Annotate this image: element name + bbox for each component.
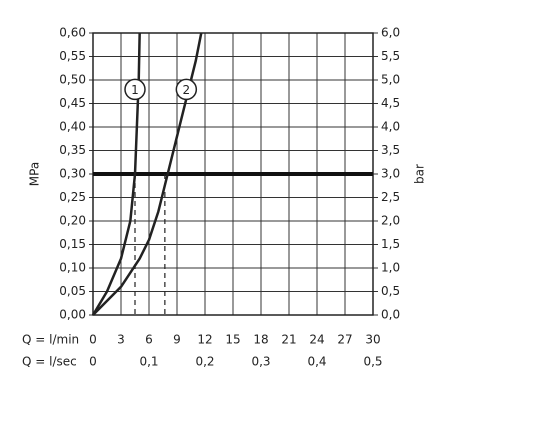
- x2-tick-label: 0,2: [195, 355, 214, 369]
- y2-tick-label: 4,5: [381, 96, 400, 110]
- y-tick-label: 0,30: [59, 167, 86, 181]
- x-tick-label: 18: [253, 333, 268, 347]
- y2-tick-label: 6,0: [381, 26, 400, 40]
- x-tick-label: 15: [225, 333, 240, 347]
- x2-tick-label: 0: [89, 355, 97, 369]
- y-tick-label: 0,60: [59, 26, 86, 40]
- x-tick-label: 24: [309, 333, 324, 347]
- curve-label-circle: [175, 78, 198, 101]
- x-axis-label: Q = l/min: [22, 333, 79, 347]
- y2-tick-label: 1,0: [381, 261, 400, 275]
- y2-tick-label: 0,5: [381, 284, 400, 298]
- x-tick-label: 9: [173, 333, 181, 347]
- y2-tick-label: 5,0: [381, 73, 400, 87]
- y-tick-label: 0,05: [59, 284, 86, 298]
- y2-tick-label: 2,0: [381, 214, 400, 228]
- y-tick-label: 0,45: [59, 96, 86, 110]
- y2-tick-label: 2,5: [381, 190, 400, 204]
- x2-tick-label: 0,1: [139, 355, 158, 369]
- x2-tick-label: 0,4: [307, 355, 326, 369]
- y-tick-label: 0,50: [59, 73, 86, 87]
- x2-axis-label: Q = l/sec: [22, 355, 77, 369]
- x-tick-label: 30: [365, 333, 380, 347]
- x-tick-label: 27: [337, 333, 352, 347]
- y2-tick-label: 3,5: [381, 143, 400, 157]
- y2-axis-label: bar: [413, 164, 427, 184]
- y2-tick-label: 4,0: [381, 120, 400, 134]
- x-tick-label: 12: [197, 333, 212, 347]
- x-tick-label: 6: [145, 333, 153, 347]
- x2-tick-label: 0,5: [363, 355, 382, 369]
- y2-tick-label: 3,0: [381, 167, 400, 181]
- y-tick-label: 0,25: [59, 190, 86, 204]
- y-tick-label: 0,55: [59, 49, 86, 63]
- y-tick-label: 0,10: [59, 261, 86, 275]
- curve-label-circle: [124, 78, 146, 101]
- y-tick-label: 0,15: [59, 237, 86, 251]
- x-tick-label: 3: [117, 333, 125, 347]
- x-tick-label: 21: [281, 333, 296, 347]
- x-tick-label: 0: [89, 333, 97, 347]
- y2-tick-label: 0,0: [381, 308, 400, 322]
- y2-tick-label: 5,5: [381, 49, 400, 63]
- curve-label: 2: [183, 83, 191, 97]
- curve-label: 1: [131, 83, 139, 97]
- y-tick-label: 0,35: [59, 143, 86, 157]
- y2-tick-label: 1,5: [381, 237, 400, 251]
- y-axis-label: MPa: [28, 162, 42, 186]
- x2-tick-label: 0,3: [251, 355, 270, 369]
- y-tick-label: 0,40: [59, 120, 86, 134]
- y-tick-label: 0,00: [59, 308, 86, 322]
- y-tick-label: 0,20: [59, 214, 86, 228]
